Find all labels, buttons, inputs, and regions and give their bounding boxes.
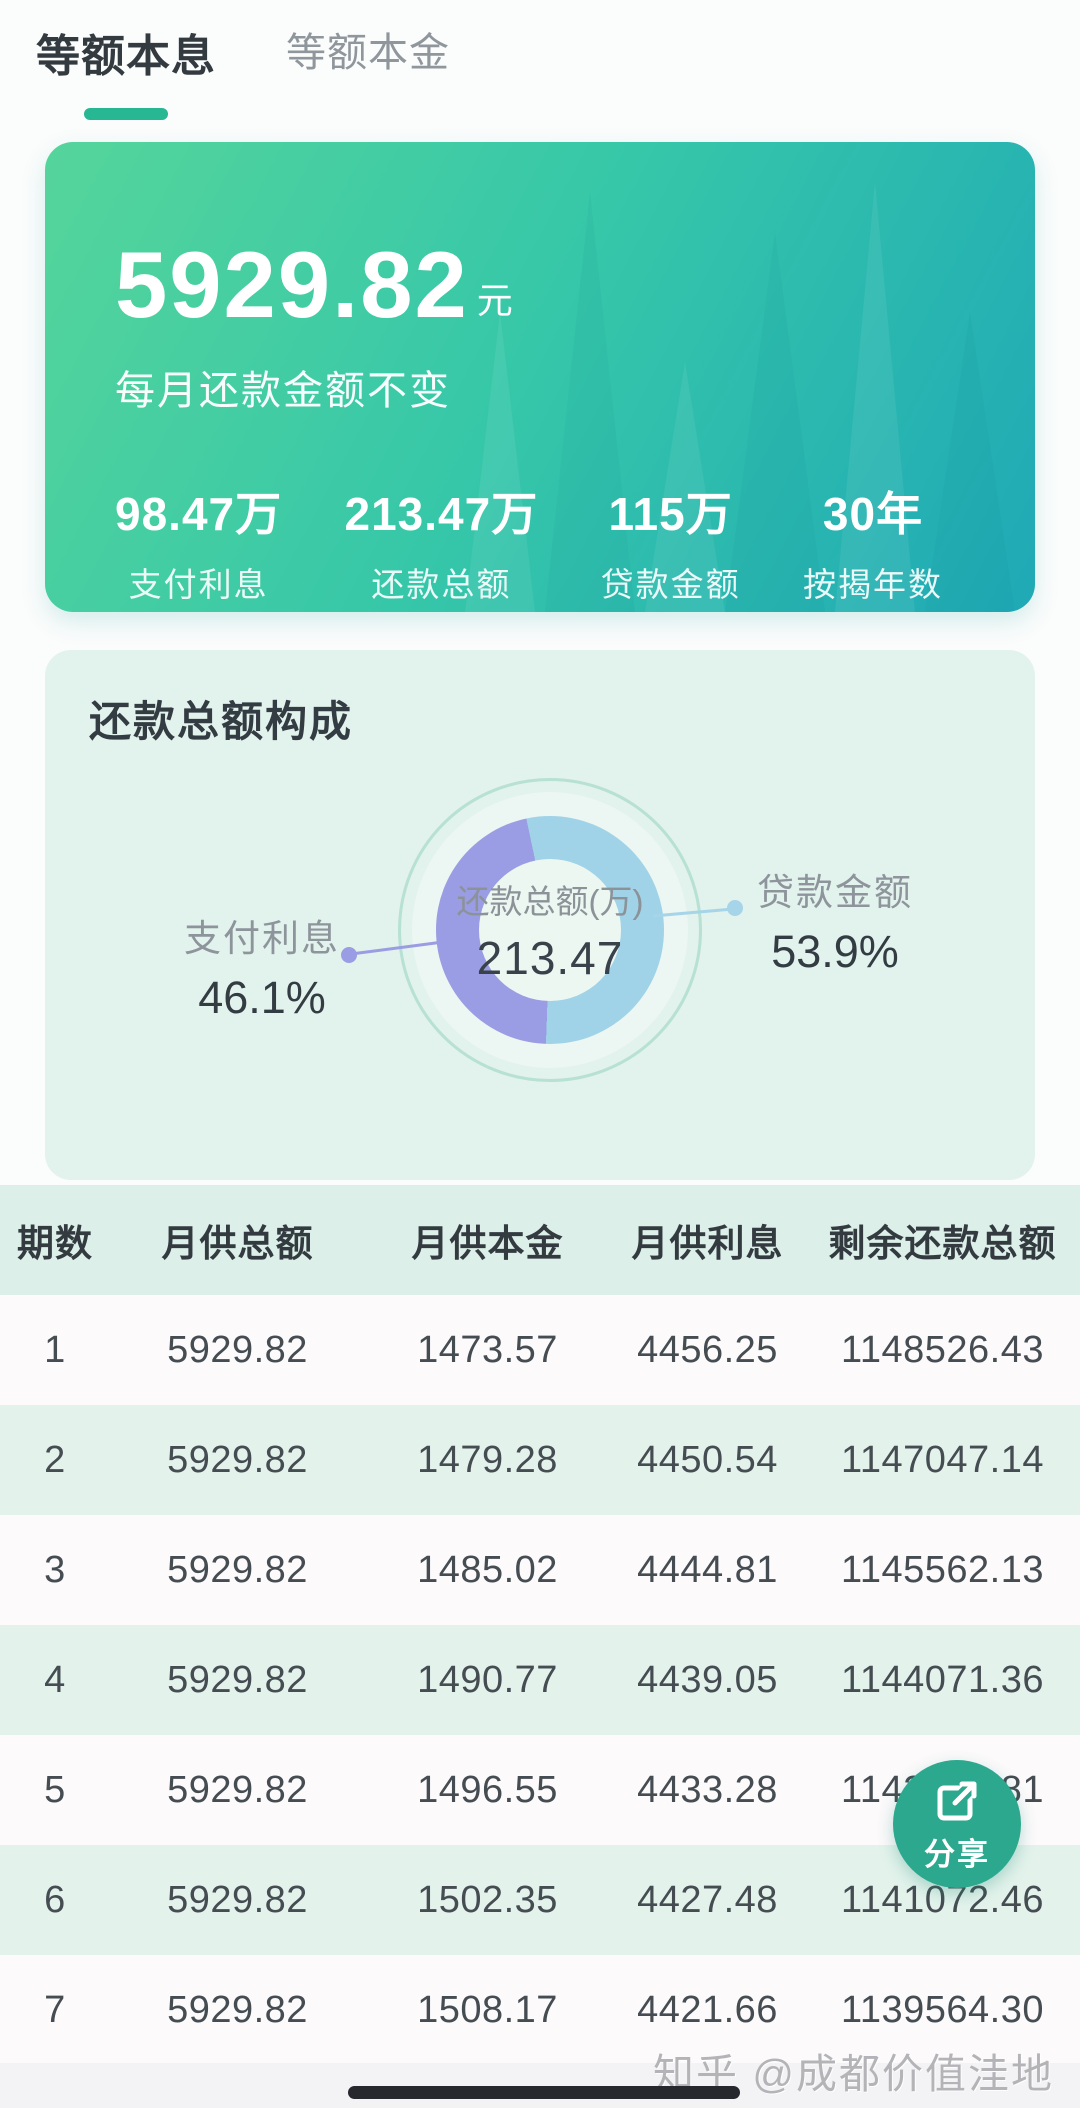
donut-center: 还款总额(万) 213.47 [457,859,644,1001]
col-header-monthly-interest: 月供利息 [631,1223,784,1264]
bottom-strip [0,2063,1080,2108]
donut-callout-lines [341,900,743,963]
repayment-composition-card: 还款总额构成 还款总额(万) 213.47 支付利息 46.1% 贷款金额 53… [45,650,1035,1180]
tab-equal-principal[interactable]: 等额本金 [286,20,450,78]
table-row: 2 5929.82 1479.28 4450.54 1147047.14 [0,1405,1080,1515]
pie-label-loan: 贷款金额 53.9% [757,872,913,977]
tab-equal-principal-label: 等额本金 [286,31,450,75]
table-row: 6 5929.82 1502.35 4427.48 1141072.46 [0,1845,1080,1955]
monthly-payment-unit: 元 [476,280,513,321]
loan-stats-row: 98.47万 支付利息 213.47万 还款总额 115万 贷款金额 30年 按… [115,478,1035,606]
stat-total-repayment: 213.47万 还款总额 [344,488,539,603]
table-row: 7 5929.82 1508.17 4421.66 1139564.30 [0,1955,1080,2065]
summary-card: 5929.82 元 每月还款金额不变 98.47万 支付利息 213.47万 还… [45,142,1035,612]
table-row: 4 5929.82 1490.77 4439.05 1144071.36 [0,1625,1080,1735]
repayment-mode-tabs: 等额本息 等额本金 [0,0,1080,120]
col-header-monthly-principal: 月供本金 [411,1223,564,1264]
tab-equal-installment-label: 等额本息 [36,32,216,81]
stat-total-interest: 98.47万 支付利息 [115,488,283,603]
donut-center-value: 213.47 [476,932,624,984]
stat-loan-amount: 115万 贷款金额 [600,488,741,603]
donut-center-label: 还款总额(万) [456,883,644,920]
col-header-period: 期数 [17,1223,93,1264]
col-header-monthly-total: 月供总额 [161,1223,314,1264]
tab-equal-installment[interactable]: 等额本息 [36,20,216,120]
active-tab-underline [84,108,168,120]
chart-title: 还款总额构成 [89,698,354,745]
amortization-table: 期数 月供总额 月供本金 月供利息 剩余还款总额 1 5929.82 1473.… [0,1185,1080,2065]
donut-outer-ring [398,778,702,1082]
table-row: 1 5929.82 1473.57 4456.25 1148526.43 [0,1295,1080,1405]
share-button[interactable]: 分享 [893,1760,1021,1888]
table-row: 3 5929.82 1485.02 4444.81 1145562.13 [0,1515,1080,1625]
table-header-row: 期数 月供总额 月供本金 月供利息 剩余还款总额 [0,1185,1080,1295]
monthly-payment: 5929.82 元 [115,238,1035,332]
share-external-icon [937,1778,979,1820]
payment-mode-subtitle: 每月还款金额不变 [115,369,451,413]
monthly-payment-value: 5929.82 [115,232,469,337]
home-indicator[interactable] [348,2086,740,2099]
pie-label-interest: 支付利息 46.1% [184,918,340,1023]
col-header-remaining-total: 剩余还款总额 [828,1223,1057,1264]
share-button-label: 分享 [924,1836,990,1872]
stat-mortgage-years: 30年 按揭年数 [803,488,943,603]
